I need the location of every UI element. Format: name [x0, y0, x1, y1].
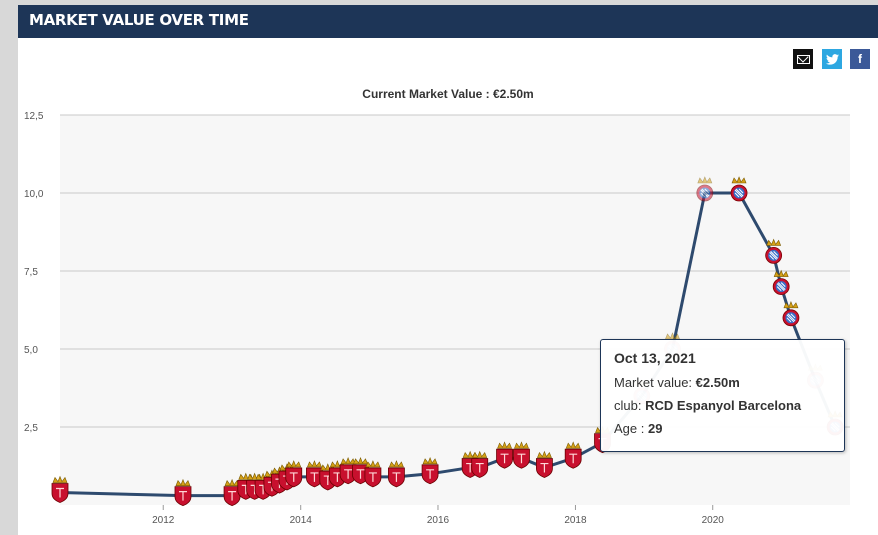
- data-point: [388, 460, 405, 488]
- data-point: [421, 456, 439, 485]
- club-badge-mark: [368, 472, 377, 482]
- data-point: [772, 269, 790, 296]
- crown-icon: [340, 456, 356, 465]
- espanyol-badge-center: [733, 187, 745, 199]
- chart-tooltip: Oct 13, 2021 Market value: €2.50m club: …: [600, 339, 845, 452]
- data-point: [730, 176, 748, 202]
- club-badge-mark: [356, 469, 365, 479]
- facebook-icon[interactable]: f: [850, 49, 870, 69]
- data-point: [696, 176, 714, 202]
- x-tick-label: 2016: [427, 515, 450, 526]
- crown-icon: [766, 238, 782, 246]
- club-badge-mark: [228, 491, 237, 501]
- crown-icon: [697, 176, 713, 184]
- crown-icon: [224, 478, 240, 486]
- club-badge-mark: [475, 462, 484, 473]
- data-point: [536, 450, 553, 478]
- tooltip-age: Age : 29: [614, 421, 663, 436]
- twitter-icon[interactable]: [822, 49, 842, 69]
- club-badge-mark: [517, 453, 526, 464]
- espanyol-badge-center: [768, 249, 780, 261]
- market-value-chart: 12,5 10,0 7,5 5,0 2,5 2012 2014 2016 2018 2020: [24, 111, 850, 526]
- club-badge-mark: [289, 472, 298, 482]
- data-point: [782, 300, 800, 327]
- y-tick-label: 10,0: [24, 189, 44, 200]
- club-badge-mark: [500, 453, 509, 464]
- crown-icon: [783, 300, 799, 309]
- club-badge-mark: [540, 462, 549, 473]
- x-tick-label: 2012: [152, 515, 175, 526]
- crown-icon: [497, 441, 512, 449]
- club-badge-mark: [569, 453, 578, 464]
- espanyol-badge-stripes: [734, 188, 744, 198]
- crown-icon: [365, 460, 381, 468]
- data-point: [364, 460, 382, 488]
- club-badge-mark: [392, 472, 401, 482]
- y-tick-label: 12,5: [24, 111, 44, 122]
- data-point: [339, 456, 357, 485]
- data-point: [174, 478, 192, 507]
- crown-icon: [536, 450, 552, 458]
- data-point: [513, 441, 530, 469]
- data-point: [765, 238, 783, 264]
- tooltip-club: club: RCD Espanyol Barcelona: [614, 398, 802, 413]
- espanyol-badge-center: [775, 281, 787, 293]
- crown-icon: [52, 475, 68, 483]
- crown-icon: [731, 176, 747, 184]
- y-tick-label: 7,5: [24, 267, 38, 278]
- club-badge-mark: [56, 487, 64, 498]
- data-point: [223, 478, 241, 507]
- crown-icon: [306, 460, 322, 468]
- panel-header: MARKET VALUE OVER TIME: [18, 5, 878, 38]
- espanyol-badge-center: [785, 312, 797, 324]
- crown-icon: [773, 269, 789, 277]
- data-point: [306, 460, 323, 488]
- crown-icon: [665, 332, 680, 340]
- y-tick-label: 2,5: [24, 423, 38, 434]
- espanyol-badge-stripes: [776, 282, 786, 291]
- club-badge-mark: [344, 469, 353, 479]
- email-icon[interactable]: [793, 49, 813, 69]
- espanyol-badge-center: [699, 187, 711, 199]
- club-badge-mark: [426, 469, 435, 479]
- panel-title: MARKET VALUE OVER TIME: [29, 11, 249, 29]
- data-point: [564, 441, 582, 469]
- y-tick-label: 5,0: [24, 345, 38, 356]
- x-tick-label: 2018: [564, 515, 587, 526]
- crown-icon: [286, 460, 302, 468]
- crown-icon: [514, 441, 529, 449]
- crown-icon: [422, 456, 438, 465]
- tooltip-date: Oct 13, 2021: [614, 350, 696, 366]
- data-point: [285, 460, 303, 488]
- crown-icon: [565, 441, 581, 449]
- market-value-panel: MARKET VALUE OVER TIME f Current Market …: [18, 5, 878, 535]
- espanyol-badge-stripes: [786, 313, 796, 323]
- data-point: [496, 441, 513, 469]
- espanyol-badge-stripes: [700, 188, 710, 198]
- data-point: [51, 475, 69, 503]
- x-tick-label: 2020: [702, 515, 725, 526]
- club-badge-mark: [178, 491, 187, 501]
- chart-subtitle: Current Market Value : €2.50m: [362, 87, 534, 101]
- crown-icon: [388, 460, 404, 468]
- crown-icon: [353, 456, 368, 465]
- espanyol-badge-stripes: [769, 251, 779, 260]
- tooltip-market-value: Market value: €2.50m: [614, 375, 740, 390]
- club-badge-mark: [310, 472, 319, 482]
- data-point: [471, 450, 489, 478]
- crown-icon: [175, 478, 191, 486]
- crown-icon: [472, 450, 488, 458]
- x-tick-label: 2014: [290, 515, 313, 526]
